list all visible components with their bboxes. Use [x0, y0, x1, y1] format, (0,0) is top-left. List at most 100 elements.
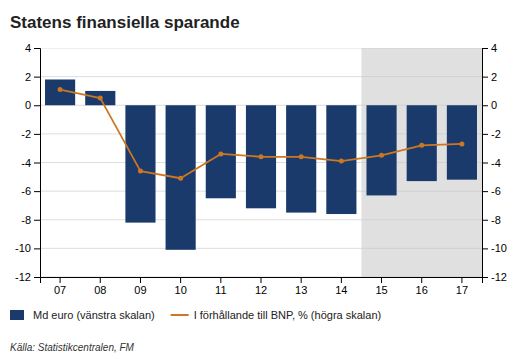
- tick: 4: [482, 42, 497, 54]
- tick-mark: [482, 163, 488, 164]
- tick-label: -4: [491, 157, 501, 169]
- tick: -8: [21, 214, 40, 226]
- tick-mark: [381, 277, 382, 283]
- bar: [166, 105, 196, 250]
- tick-mark: [482, 220, 488, 221]
- source: Källa: Statistikcentralen, FM: [10, 342, 135, 353]
- tick: 11: [215, 277, 226, 296]
- tick: 16: [416, 277, 428, 296]
- tick-label: -6: [491, 185, 501, 197]
- marker: [98, 96, 103, 101]
- tick-mark: [34, 48, 40, 49]
- tick: -10: [15, 242, 40, 254]
- tick: -12: [15, 271, 40, 283]
- tick-mark: [261, 277, 262, 283]
- tick-mark: [60, 277, 61, 283]
- tick: -10: [482, 242, 507, 254]
- tick-label: 13: [295, 284, 307, 296]
- tick-label: -12: [15, 271, 31, 283]
- tick-mark: [482, 77, 488, 78]
- tick-label: 10: [175, 284, 187, 296]
- tick-label: 0: [25, 99, 31, 111]
- marks: [40, 48, 482, 277]
- tick-mark: [461, 277, 462, 283]
- tick-mark: [180, 277, 181, 283]
- legend-label: I förhållande till BNP, % (högra skalan): [194, 309, 382, 321]
- tick-mark: [34, 105, 40, 106]
- tick: 2: [482, 71, 497, 83]
- tick-mark: [34, 134, 40, 135]
- tick-label: -4: [21, 157, 31, 169]
- tick-label: -8: [21, 214, 31, 226]
- tick: 09: [134, 277, 146, 296]
- tick: 10: [175, 277, 187, 296]
- tick: -6: [482, 185, 501, 197]
- legend-label: Md euro (vänstra skalan): [33, 309, 155, 321]
- tick-label: -10: [491, 242, 507, 254]
- legend-item: I förhållande till BNP, % (högra skalan): [171, 309, 382, 321]
- axis: -12 -10 -8 -6 -4 -2 0 2 4: [482, 42, 507, 283]
- tick-mark: [34, 277, 40, 278]
- tick-mark: [34, 220, 40, 221]
- tick-mark: [482, 191, 488, 192]
- tick-label: 12: [255, 284, 267, 296]
- tick: -2: [482, 128, 501, 140]
- tick-label: 0: [491, 99, 497, 111]
- tick: -2: [21, 128, 40, 140]
- tick-mark: [482, 248, 488, 249]
- tick-label: 14: [335, 284, 347, 296]
- bar: [85, 91, 115, 105]
- tick-label: -12: [491, 271, 507, 283]
- legend: Md euro (vänstra skalan) I förhållande ti…: [10, 309, 381, 321]
- axis-line: [34, 49, 41, 278]
- tick-label: 09: [134, 284, 146, 296]
- tick-label: 17: [456, 284, 468, 296]
- axis: -12-10-8-6-4-2024: [15, 42, 40, 283]
- bar: [286, 105, 316, 212]
- chart: Statens finansiella sparande -12 -10 -8 -6 -4…: [0, 0, 522, 359]
- tick: 13: [295, 277, 307, 296]
- bar: [407, 105, 437, 181]
- marker: [259, 154, 264, 159]
- tick-mark: [301, 277, 302, 283]
- tick-label: -10: [15, 242, 31, 254]
- tick-label: -6: [21, 185, 31, 197]
- marker: [138, 169, 143, 174]
- marker: [299, 154, 304, 159]
- tick-mark: [482, 48, 488, 49]
- tick-mark: [421, 277, 422, 283]
- tick-label: 15: [375, 284, 387, 296]
- legend-swatch: [10, 310, 24, 320]
- bar: [366, 105, 396, 195]
- tick-label: -8: [491, 214, 501, 226]
- tick: 12: [255, 277, 267, 296]
- tick-label: -2: [491, 128, 501, 140]
- tick-mark: [220, 277, 221, 283]
- marker: [379, 153, 384, 158]
- marker: [178, 176, 183, 181]
- tick: 07: [54, 277, 66, 296]
- line: [60, 90, 462, 179]
- tick: -4: [482, 157, 501, 169]
- tick-mark: [34, 248, 40, 249]
- tick-mark: [34, 191, 40, 192]
- grid: [40, 48, 482, 277]
- tick: -4: [21, 157, 40, 169]
- tick: 08: [94, 277, 106, 296]
- tick: 0: [25, 99, 40, 111]
- bar: [206, 105, 236, 198]
- tick-label: -2: [21, 128, 31, 140]
- tick-label: 16: [416, 284, 428, 296]
- tick-mark: [34, 77, 40, 78]
- bar: [125, 105, 155, 222]
- tick: -8: [482, 214, 501, 226]
- tick: -12: [482, 271, 507, 283]
- forecast-band: [361, 48, 482, 277]
- tick-label: 2: [491, 71, 497, 83]
- marker: [419, 143, 424, 148]
- tick-mark: [140, 277, 141, 283]
- marker: [58, 87, 63, 92]
- tick: 17: [456, 277, 468, 296]
- tick: 14: [335, 277, 347, 296]
- title: Statens finansiella sparande: [10, 13, 240, 32]
